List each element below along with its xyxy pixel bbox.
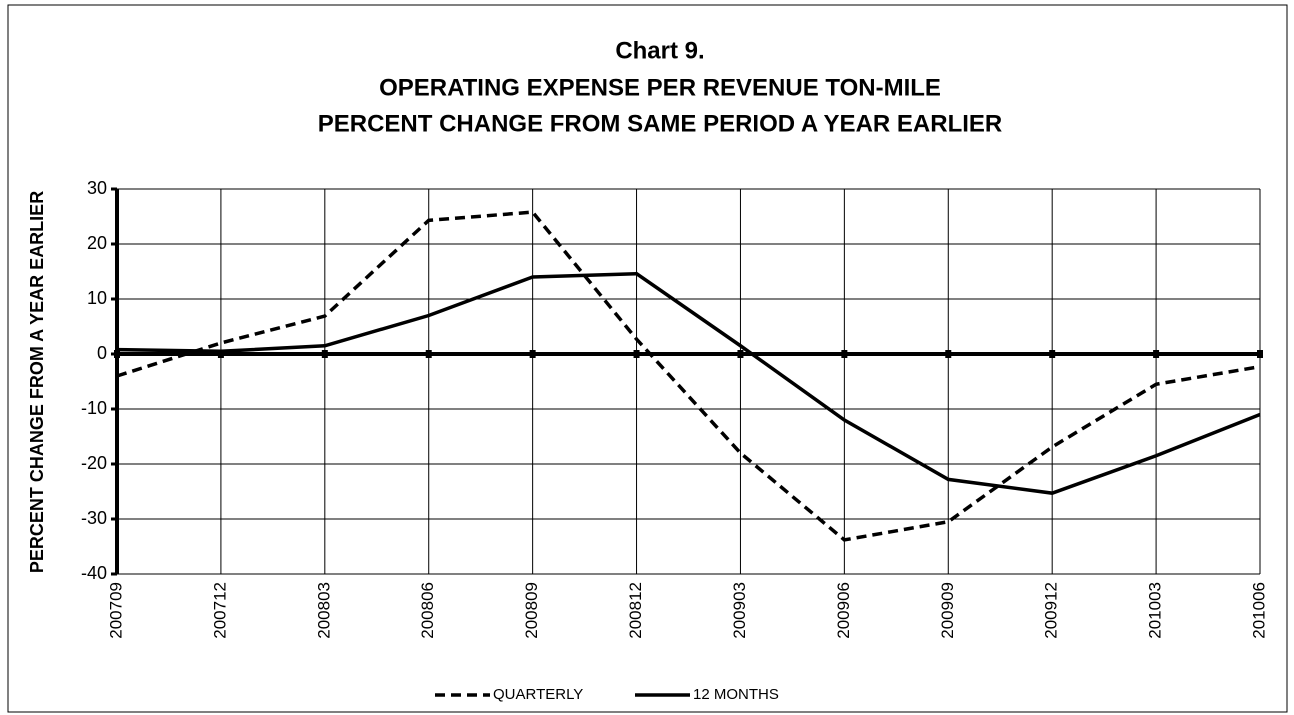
line-series [116,210,1261,542]
chart-title: PERCENT CHANGE FROM SAME PERIOD A YEAR E… [318,110,1003,137]
x-tick-label: 200903 [730,582,749,639]
x-tick-label: 201006 [1249,582,1268,639]
line-series [116,271,1261,495]
x-tick-label: 200912 [1042,582,1061,639]
x-tick-label: 200803 [314,582,333,639]
y-tick-label: -20 [81,453,107,473]
y-tick-label: -30 [81,508,107,528]
legend-label: 12 MONTHS [693,686,779,703]
y-tick-label: 0 [97,343,107,363]
y-tick-label: -10 [81,398,107,418]
x-tick-label: 200906 [834,582,853,639]
x-tick-label: 201003 [1146,582,1165,639]
x-tick-label: 200709 [106,582,125,639]
y-tick-label: -40 [81,563,107,583]
chart-title: Chart 9. [615,37,704,64]
legend-label: QUARTERLY [493,686,583,703]
x-tick-label: 200806 [418,582,437,639]
x-tick-label: 200809 [522,582,541,639]
x-tick-label: 200909 [938,582,957,639]
y-tick-label: 10 [87,288,107,308]
chart-title: OPERATING EXPENSE PER REVENUE TON-MILE [379,74,941,101]
x-tick-label: 200712 [210,582,229,639]
y-axis-label: PERCENT CHANGE FROM A YEAR EARLIER [27,191,47,573]
y-tick-label: 20 [87,233,107,253]
x-tick-label: 200812 [626,582,645,639]
y-tick-label: 30 [87,178,107,198]
